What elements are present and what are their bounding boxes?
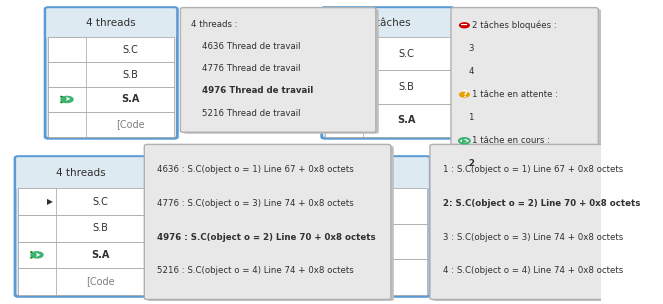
FancyBboxPatch shape (180, 8, 376, 132)
Text: 3 : S.C(object o = 3) Line 74 + 0x8 octets: 3 : S.C(object o = 3) Line 74 + 0x8 octe… (442, 233, 623, 242)
Text: ➤: ➤ (34, 252, 40, 258)
Bar (18, 268, 145, 295)
Text: S.C: S.C (399, 49, 414, 59)
Text: [Code: [Code (86, 277, 115, 287)
Text: 2 tâches bloquées :: 2 tâches bloquées : (471, 21, 556, 30)
Bar (18, 215, 56, 241)
Circle shape (31, 252, 43, 258)
Bar (300, 259, 427, 295)
Text: ▶: ▶ (461, 138, 467, 144)
Circle shape (337, 117, 349, 123)
FancyBboxPatch shape (184, 9, 379, 134)
FancyBboxPatch shape (45, 8, 178, 138)
Text: 4: 4 (468, 67, 473, 76)
Text: ▶: ▶ (330, 202, 335, 210)
Text: 4776 Thread de travail: 4776 Thread de travail (202, 64, 301, 73)
Text: S.C: S.C (122, 45, 138, 55)
Bar (48, 37, 86, 62)
Bar (48, 87, 86, 112)
Text: S.A: S.A (91, 250, 109, 260)
Text: 1 tâche en cours :: 1 tâche en cours : (471, 136, 550, 145)
Bar (300, 224, 427, 259)
Bar (48, 62, 174, 87)
Text: S.A: S.A (373, 272, 392, 282)
FancyBboxPatch shape (454, 9, 601, 185)
FancyBboxPatch shape (16, 157, 146, 189)
FancyBboxPatch shape (451, 8, 598, 184)
Text: 4 threads :: 4 threads : (191, 20, 237, 29)
Text: 4 threads: 4 threads (86, 18, 136, 28)
Text: 5216 : S.C(object o = 4) Line 74 + 0x8 octets: 5216 : S.C(object o = 4) Line 74 + 0x8 o… (157, 266, 353, 275)
Bar (48, 62, 86, 87)
Bar (300, 224, 339, 259)
Circle shape (459, 138, 470, 143)
Text: 4636 Thread de travail: 4636 Thread de travail (202, 42, 301, 51)
Text: 4976 : S.C(object o = 2) Line 70 + 0x8 octets: 4976 : S.C(object o = 2) Line 70 + 0x8 o… (157, 233, 375, 242)
Bar (18, 268, 56, 295)
Text: ▶: ▶ (47, 197, 53, 206)
Bar (18, 188, 145, 215)
Text: S.B: S.B (399, 82, 414, 92)
Bar (300, 188, 427, 224)
Circle shape (459, 92, 469, 97)
Circle shape (314, 274, 326, 280)
Text: ➤: ➤ (64, 96, 70, 102)
FancyBboxPatch shape (299, 157, 429, 189)
Bar (325, 37, 363, 71)
Text: ➤: ➤ (341, 117, 347, 123)
Text: 4776 : S.C(object o = 3) Line 74 + 0x8 octets: 4776 : S.C(object o = 3) Line 74 + 0x8 o… (157, 199, 353, 208)
Text: 4 tâches: 4 tâches (365, 18, 410, 28)
Text: 4976 Thread de travail: 4976 Thread de travail (202, 86, 314, 95)
Text: 1 tâche en attente :: 1 tâche en attente : (471, 90, 558, 99)
Bar (325, 71, 451, 104)
Bar (325, 71, 363, 104)
Text: 2: 2 (468, 159, 474, 168)
Text: 4 threads: 4 threads (56, 168, 106, 178)
FancyBboxPatch shape (15, 157, 147, 296)
FancyBboxPatch shape (433, 146, 663, 301)
Text: ➤: ➤ (317, 274, 322, 280)
Bar (325, 37, 451, 71)
Bar (48, 87, 174, 112)
FancyBboxPatch shape (46, 8, 176, 38)
Bar (18, 241, 145, 268)
Bar (325, 104, 451, 137)
Bar (300, 259, 339, 295)
Text: S.B: S.B (122, 70, 138, 80)
Text: S.A: S.A (398, 115, 416, 125)
FancyBboxPatch shape (430, 144, 663, 299)
Text: 4 tâches: 4 tâches (341, 168, 386, 178)
Text: −: − (460, 20, 469, 30)
Text: 4 : S.C(object o = 4) Line 74 + 0x8 octets: 4 : S.C(object o = 4) Line 74 + 0x8 octe… (442, 266, 623, 275)
FancyBboxPatch shape (298, 157, 430, 296)
Text: 2: S.C(object o = 2) Line 70 + 0x8 octets: 2: S.C(object o = 2) Line 70 + 0x8 octet… (442, 199, 640, 208)
Circle shape (61, 96, 73, 102)
Text: S.B: S.B (92, 223, 108, 233)
Text: 1: 1 (468, 113, 473, 122)
FancyBboxPatch shape (147, 146, 394, 301)
Text: 1 : S.C(object o = 1) Line 67 + 0x8 octets: 1 : S.C(object o = 1) Line 67 + 0x8 octe… (442, 165, 623, 174)
Circle shape (459, 23, 469, 28)
Bar (18, 188, 56, 215)
Bar (48, 37, 174, 62)
Text: 5216 Thread de travail: 5216 Thread de travail (202, 109, 301, 118)
Bar (48, 112, 86, 137)
Text: [Code: [Code (116, 119, 145, 129)
Text: S.C: S.C (375, 201, 391, 211)
Text: 4636 : S.C(object o = 1) Line 67 + 0x8 octets: 4636 : S.C(object o = 1) Line 67 + 0x8 o… (157, 165, 353, 174)
Text: ?: ? (462, 90, 467, 99)
Text: S.A: S.A (121, 95, 139, 105)
Bar (18, 241, 56, 268)
Bar (300, 188, 339, 224)
FancyBboxPatch shape (145, 144, 391, 299)
Text: 3: 3 (468, 44, 473, 53)
Text: S.C: S.C (92, 196, 108, 206)
Bar (18, 215, 145, 241)
Text: S.B: S.B (375, 237, 391, 247)
FancyBboxPatch shape (322, 8, 454, 138)
FancyBboxPatch shape (323, 8, 453, 38)
Bar (48, 112, 174, 137)
Bar (325, 104, 363, 137)
